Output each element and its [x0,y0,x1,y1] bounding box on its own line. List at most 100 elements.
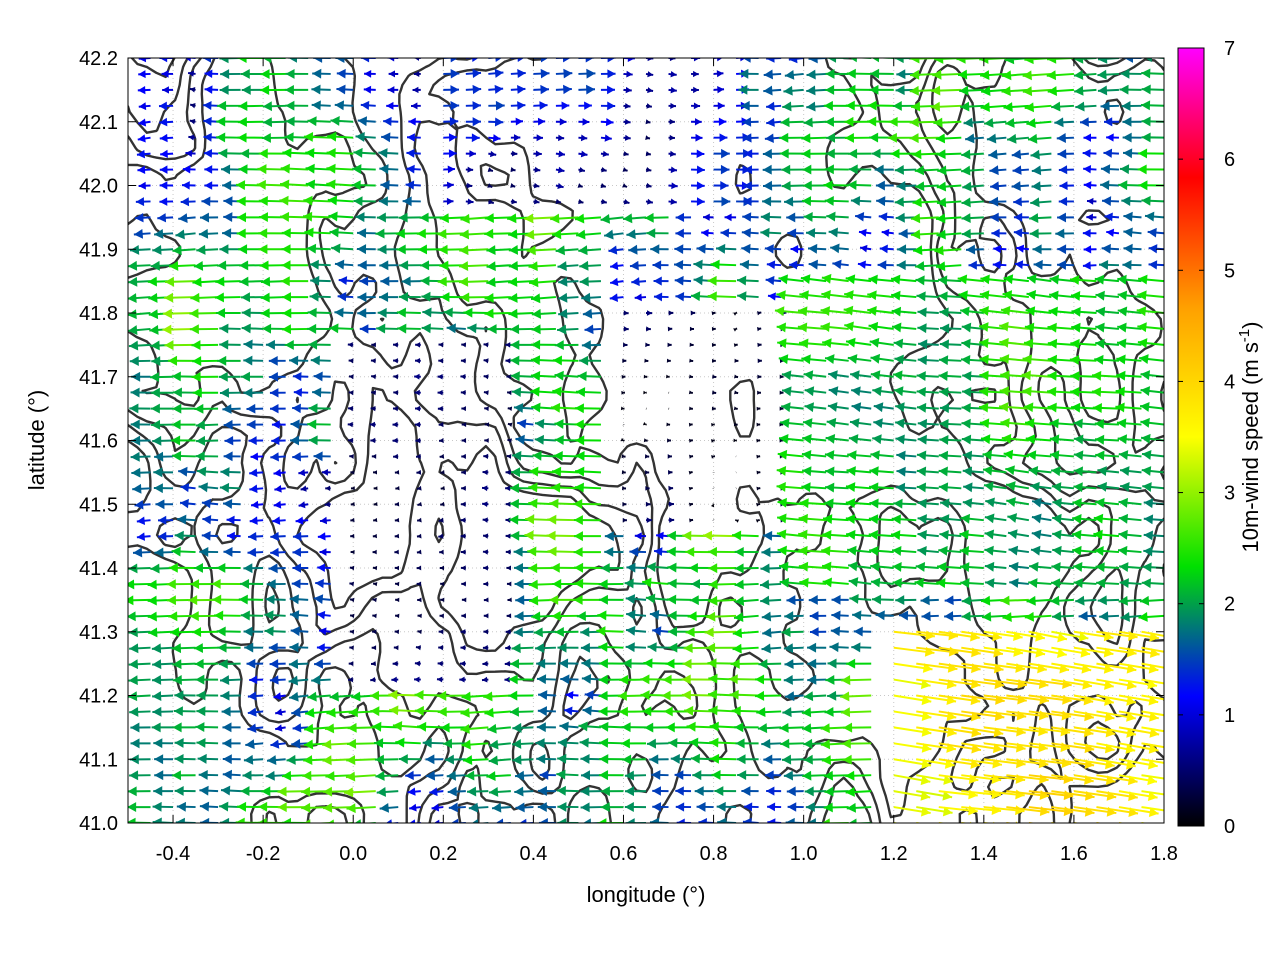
wind-vector-head [482,485,488,492]
wind-vector [783,643,804,654]
wind-vector-head [1118,513,1129,524]
wind-vector [128,360,129,362]
wind-vector-head [598,642,608,653]
wind-vector-head [707,689,718,700]
wind-vector [218,658,241,669]
wind-vector [847,450,872,461]
wind-vector-head [260,292,270,303]
wind-vector-head [757,358,762,364]
wind-vector [515,802,534,813]
wind-vector [247,691,264,701]
wind-vector [689,326,694,332]
wind-vector-head [959,546,970,556]
wind-vector [265,594,286,605]
wind-vector-head [162,308,173,319]
wind-vector [734,358,739,363]
wind-vector-head [270,452,279,462]
wind-vector [984,529,1007,540]
wind-vector [712,374,717,379]
wind-vector [128,423,129,425]
wind-vector-head [917,355,928,366]
wind-vector-head [1148,807,1159,818]
wind-vector [649,609,669,620]
wind-vector [484,438,489,443]
wind-vector-head [442,738,453,749]
wind-vector-head [717,817,727,823]
wind-vector-head [295,516,304,525]
wind-vector-head [130,738,140,749]
wind-vector [784,691,804,702]
wind-vector [645,501,651,507]
wind-vector-head [512,739,522,749]
wind-vector-head [761,738,771,749]
wind-vector-head [128,786,137,797]
wind-vector [178,466,196,477]
wind-vector [373,517,378,523]
wind-vector [171,451,196,461]
wind-vector-head [869,545,879,556]
wind-vector-head [151,722,161,733]
wind-vector-head [709,737,719,748]
wind-vector [824,498,849,509]
wind-vector-head [216,562,226,573]
wind-vector-head [437,405,443,412]
wind-vector [917,434,939,445]
wind-vector [1008,561,1029,572]
wind-vector [559,721,579,732]
wind-vector-head [460,629,466,635]
wind-vector-head [939,339,950,350]
wind-vector-head [584,690,594,700]
wind-vector [716,801,737,812]
wind-vector-head [634,293,642,302]
wind-vector [756,438,761,443]
wind-vector [1118,806,1159,818]
wind-vector [1072,513,1097,524]
wind-vector [574,403,601,414]
wind-vector-head [245,739,255,750]
wind-vector [604,547,624,557]
wind-vector-head [222,769,233,780]
wind-vector [869,498,894,509]
wind-vector-head [101,277,110,287]
wind-vector-head [313,594,324,605]
wind-vector [158,531,174,541]
wind-vector-head [643,658,653,669]
wind-vector-head [373,502,378,507]
wind-vector-head [698,818,708,823]
wind-vector [374,754,399,765]
wind-vector-head [180,498,189,509]
wind-vector-head [260,276,271,287]
wind-vector [460,723,489,734]
wind-vector-shaft [128,360,129,362]
wind-vector [1143,546,1164,557]
wind-vector-head [218,371,228,382]
wind-vector [224,435,241,446]
wind-vector [761,547,782,558]
wind-vector [688,486,693,491]
wind-vector-head [676,818,685,823]
wind-vectors [101,58,1164,823]
wind-vector-shaft [916,822,924,823]
wind-vector [506,581,512,587]
wind-vector-head [820,306,831,316]
wind-vector-head [1126,696,1136,706]
wind-vector-head [626,625,636,636]
wind-vector-head [303,739,314,750]
wind-vector-head [1118,529,1128,540]
wind-vector-head [619,674,629,685]
wind-vector-head [554,419,564,429]
wind-vector [281,260,309,271]
wind-vector-head [326,707,336,718]
wind-vector [734,596,759,607]
wind-vector [260,308,286,319]
wind-vector [821,273,849,284]
wind-vector [549,594,579,605]
wind-vector-head [431,803,440,812]
wind-vector [241,307,264,318]
wind-vector [270,739,286,749]
wind-vector [668,501,674,507]
wind-vector-head [557,324,567,335]
wind-vector [152,435,174,446]
wind-vector [488,755,511,766]
wind-vector [869,337,894,348]
